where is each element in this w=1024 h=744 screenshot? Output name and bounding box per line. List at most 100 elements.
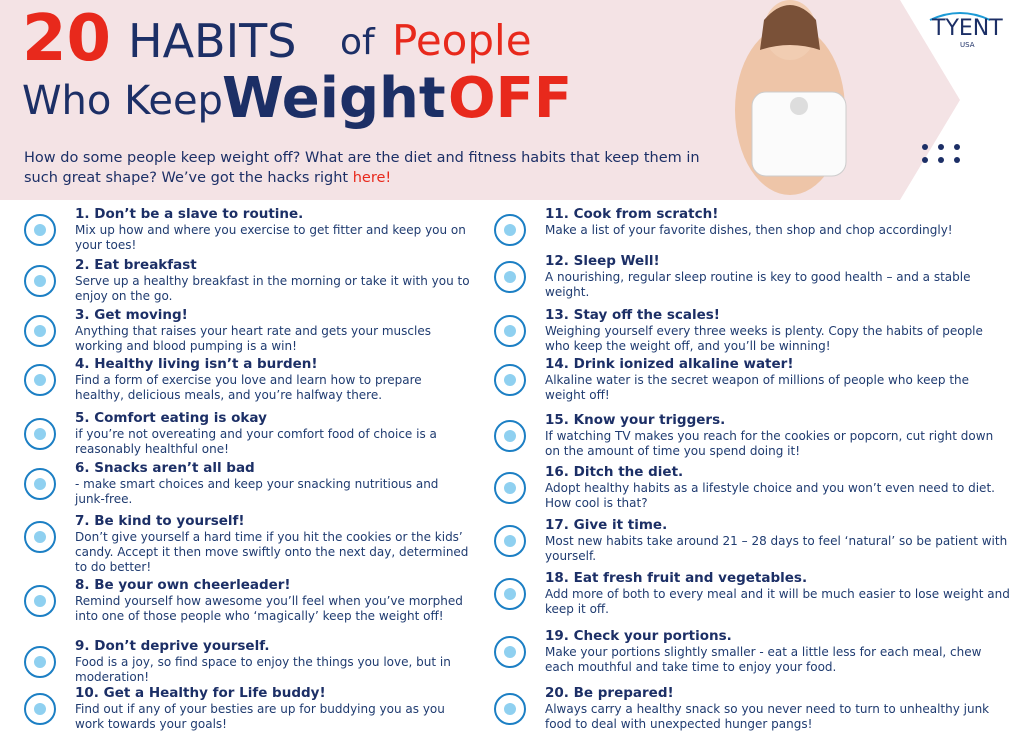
- habit-title-text: Snacks aren’t all bad: [94, 460, 255, 476]
- habit-text: Adopt healthy habits as a lifestyle choi…: [545, 481, 995, 510]
- habit: 17. Give it time. Most new habits take ar…: [545, 517, 1010, 564]
- habit-text: - make smart choices and keep your snack…: [75, 477, 439, 506]
- habit-title: 9. Don’t deprive yourself.: [75, 638, 470, 655]
- habit: 5. Comfort eating is okay if you’re not o…: [75, 410, 470, 457]
- habit-icon: [24, 693, 56, 725]
- habit-number: 6.: [75, 460, 90, 476]
- habit-icon: [24, 468, 56, 500]
- intro-link[interactable]: here!: [352, 170, 392, 186]
- habit-title-text: Cook from scratch!: [573, 206, 719, 222]
- habit-icon: [494, 420, 526, 452]
- habit: 3. Get moving! Anything that raises your …: [75, 307, 470, 354]
- habit: 1. Don’t be a slave to routine. Mix up ho…: [75, 206, 470, 253]
- habit-text: Always carry a healthy snack so you neve…: [545, 702, 990, 731]
- habit-title: 1. Don’t be a slave to routine.: [75, 206, 470, 223]
- habit-text: Don’t give yourself a hard time if you h…: [75, 530, 469, 574]
- habit-icon: [24, 646, 56, 678]
- habit: 13. Stay off the scales! Weighing yoursel…: [545, 307, 1010, 354]
- habit: 12. Sleep Well! A nourishing, regular sle…: [545, 253, 1010, 300]
- habit-text: Add more of both to every meal and it wi…: [545, 587, 1010, 616]
- habit-title: 18. Eat fresh fruit and vegetables.: [545, 570, 1010, 587]
- habit-text: If watching TV makes you reach for the c…: [545, 429, 994, 458]
- habit-icon: [494, 525, 526, 557]
- habit: 11. Cook from scratch! Make a list of you…: [545, 206, 1010, 238]
- habit: 8. Be your own cheerleader! Remind yourse…: [75, 577, 470, 624]
- header-background: [0, 0, 991, 200]
- habit-title: 10. Get a Healthy for Life buddy!: [75, 685, 470, 702]
- habit: 9. Don’t deprive yourself. Food is a joy,…: [75, 638, 470, 685]
- habit-title-text: Check your portions.: [573, 628, 732, 644]
- habit: 18. Eat fresh fruit and vegetables. Add m…: [545, 570, 1010, 617]
- habit-icon: [494, 693, 526, 725]
- title-number: 20: [22, 2, 112, 76]
- habit-icon: [494, 472, 526, 504]
- habit-text: Alkaline water is the secret weapon of m…: [545, 373, 970, 402]
- habit: 16. Ditch the diet. Adopt healthy habits …: [545, 464, 1010, 511]
- habit: 6. Snacks aren’t all bad - make smart cho…: [75, 460, 470, 507]
- habit-number: 19.: [545, 628, 569, 644]
- habit-title: 20. Be prepared!: [545, 685, 1010, 702]
- habit-title-text: Give it time.: [573, 517, 668, 533]
- habit: 4. Healthy living isn’t a burden! Find a …: [75, 356, 470, 403]
- habit-title: 7. Be kind to yourself!: [75, 513, 470, 530]
- habit-icon: [24, 521, 56, 553]
- habit-number: 14.: [545, 356, 569, 372]
- habit-number: 16.: [545, 464, 569, 480]
- habit-text: Find out if any of your besties are up f…: [75, 702, 445, 731]
- habit: 10. Get a Healthy for Life buddy! Find ou…: [75, 685, 470, 732]
- habit-icon: [24, 585, 56, 617]
- habit-icon: [24, 418, 56, 450]
- intro: How do some people keep weight off? What…: [24, 148, 714, 188]
- habit-title-text: Comfort eating is okay: [94, 410, 267, 426]
- habit-title: 3. Get moving!: [75, 307, 470, 324]
- habit-number: 20.: [545, 685, 569, 701]
- habit-text: Serve up a healthy breakfast in the morn…: [75, 274, 470, 303]
- habit-number: 8.: [75, 577, 90, 593]
- title-off: OFF: [448, 66, 573, 131]
- habit: 15. Know your triggers. If watching TV ma…: [545, 412, 1010, 459]
- habit-title-text: Know your triggers.: [573, 412, 726, 428]
- habit-number: 11.: [545, 206, 569, 222]
- habit-number: 4.: [75, 356, 90, 372]
- habit-icon: [24, 315, 56, 347]
- habit: 14. Drink ionized alkaline water! Alkalin…: [545, 356, 1010, 403]
- habit: 20. Be prepared! Always carry a healthy s…: [545, 685, 1010, 732]
- habit-text: Weighing yourself every three weeks is p…: [545, 324, 983, 353]
- habit-title: 12. Sleep Well!: [545, 253, 1010, 270]
- habit-title: 15. Know your triggers.: [545, 412, 1010, 429]
- habit-title-text: Be prepared!: [573, 685, 674, 701]
- habit-title: 5. Comfort eating is okay: [75, 410, 470, 427]
- habit: 2. Eat breakfast Serve up a healthy break…: [75, 257, 470, 304]
- habit-number: 7.: [75, 513, 90, 529]
- habit-icon: [24, 214, 56, 246]
- habit-title-text: Stay off the scales!: [573, 307, 720, 323]
- habit-text: Remind yourself how awesome you’ll feel …: [75, 594, 463, 623]
- habit-title-text: Be your own cheerleader!: [94, 577, 291, 593]
- title-weight: Weight: [222, 66, 446, 131]
- habit-number: 9.: [75, 638, 90, 654]
- intro-text: How do some people keep weight off? What…: [24, 150, 700, 186]
- habit-title: 16. Ditch the diet.: [545, 464, 1010, 481]
- habit-text: A nourishing, regular sleep routine is k…: [545, 270, 971, 299]
- habit-title: 14. Drink ionized alkaline water!: [545, 356, 1010, 373]
- habit-number: 10.: [75, 685, 99, 701]
- habit-number: 15.: [545, 412, 569, 428]
- habit-title: 6. Snacks aren’t all bad: [75, 460, 470, 477]
- title-line2: Who Keep: [22, 78, 223, 124]
- habit-title: 4. Healthy living isn’t a burden!: [75, 356, 470, 373]
- habit-number: 2.: [75, 257, 90, 273]
- habit-title-text: Sleep Well!: [573, 253, 660, 269]
- habit-number: 17.: [545, 517, 569, 533]
- habit-icon: [494, 578, 526, 610]
- habit-number: 3.: [75, 307, 90, 323]
- habit-title: 17. Give it time.: [545, 517, 1010, 534]
- habit-text: Anything that raises your heart rate and…: [75, 324, 431, 353]
- habit-title-text: Get a Healthy for Life buddy!: [103, 685, 326, 701]
- habit-title-text: Don’t deprive yourself.: [94, 638, 270, 654]
- habit-title-text: Be kind to yourself!: [94, 513, 245, 529]
- habit-number: 12.: [545, 253, 569, 269]
- habit-title-text: Healthy living isn’t a burden!: [94, 356, 318, 372]
- title-people: People: [392, 16, 532, 65]
- habit-text: Most new habits take around 21 – 28 days…: [545, 534, 1008, 563]
